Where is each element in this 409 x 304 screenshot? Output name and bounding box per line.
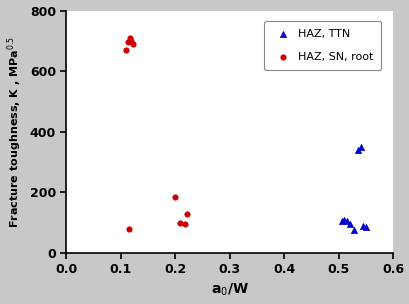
HAZ, SN, root — [172, 195, 178, 199]
HAZ, TTN — [346, 222, 352, 227]
HAZ, TTN — [340, 217, 347, 222]
HAZ, TTN — [343, 219, 349, 224]
HAZ, TTN — [349, 228, 356, 233]
HAZ, SN, root — [123, 47, 129, 52]
HAZ, SN, root — [124, 40, 131, 45]
HAZ, TTN — [354, 147, 360, 152]
HAZ, TTN — [359, 223, 366, 228]
X-axis label: a$_0$/W: a$_0$/W — [210, 282, 248, 299]
HAZ, TTN — [357, 144, 363, 149]
Y-axis label: Fracture toughness, K , MPa$^{0.5}$: Fracture toughness, K , MPa$^{0.5}$ — [6, 36, 24, 228]
HAZ, SN, root — [184, 211, 190, 216]
HAZ, TTN — [362, 225, 369, 230]
HAZ, TTN — [337, 218, 344, 223]
HAZ, SN, root — [129, 41, 136, 46]
HAZ, SN, root — [126, 226, 132, 231]
HAZ, SN, root — [182, 222, 188, 227]
HAZ, SN, root — [126, 35, 133, 40]
HAZ, SN, root — [128, 38, 134, 43]
Legend: HAZ, TTN, HAZ, SN, root: HAZ, TTN, HAZ, SN, root — [263, 21, 380, 70]
HAZ, SN, root — [176, 220, 182, 225]
